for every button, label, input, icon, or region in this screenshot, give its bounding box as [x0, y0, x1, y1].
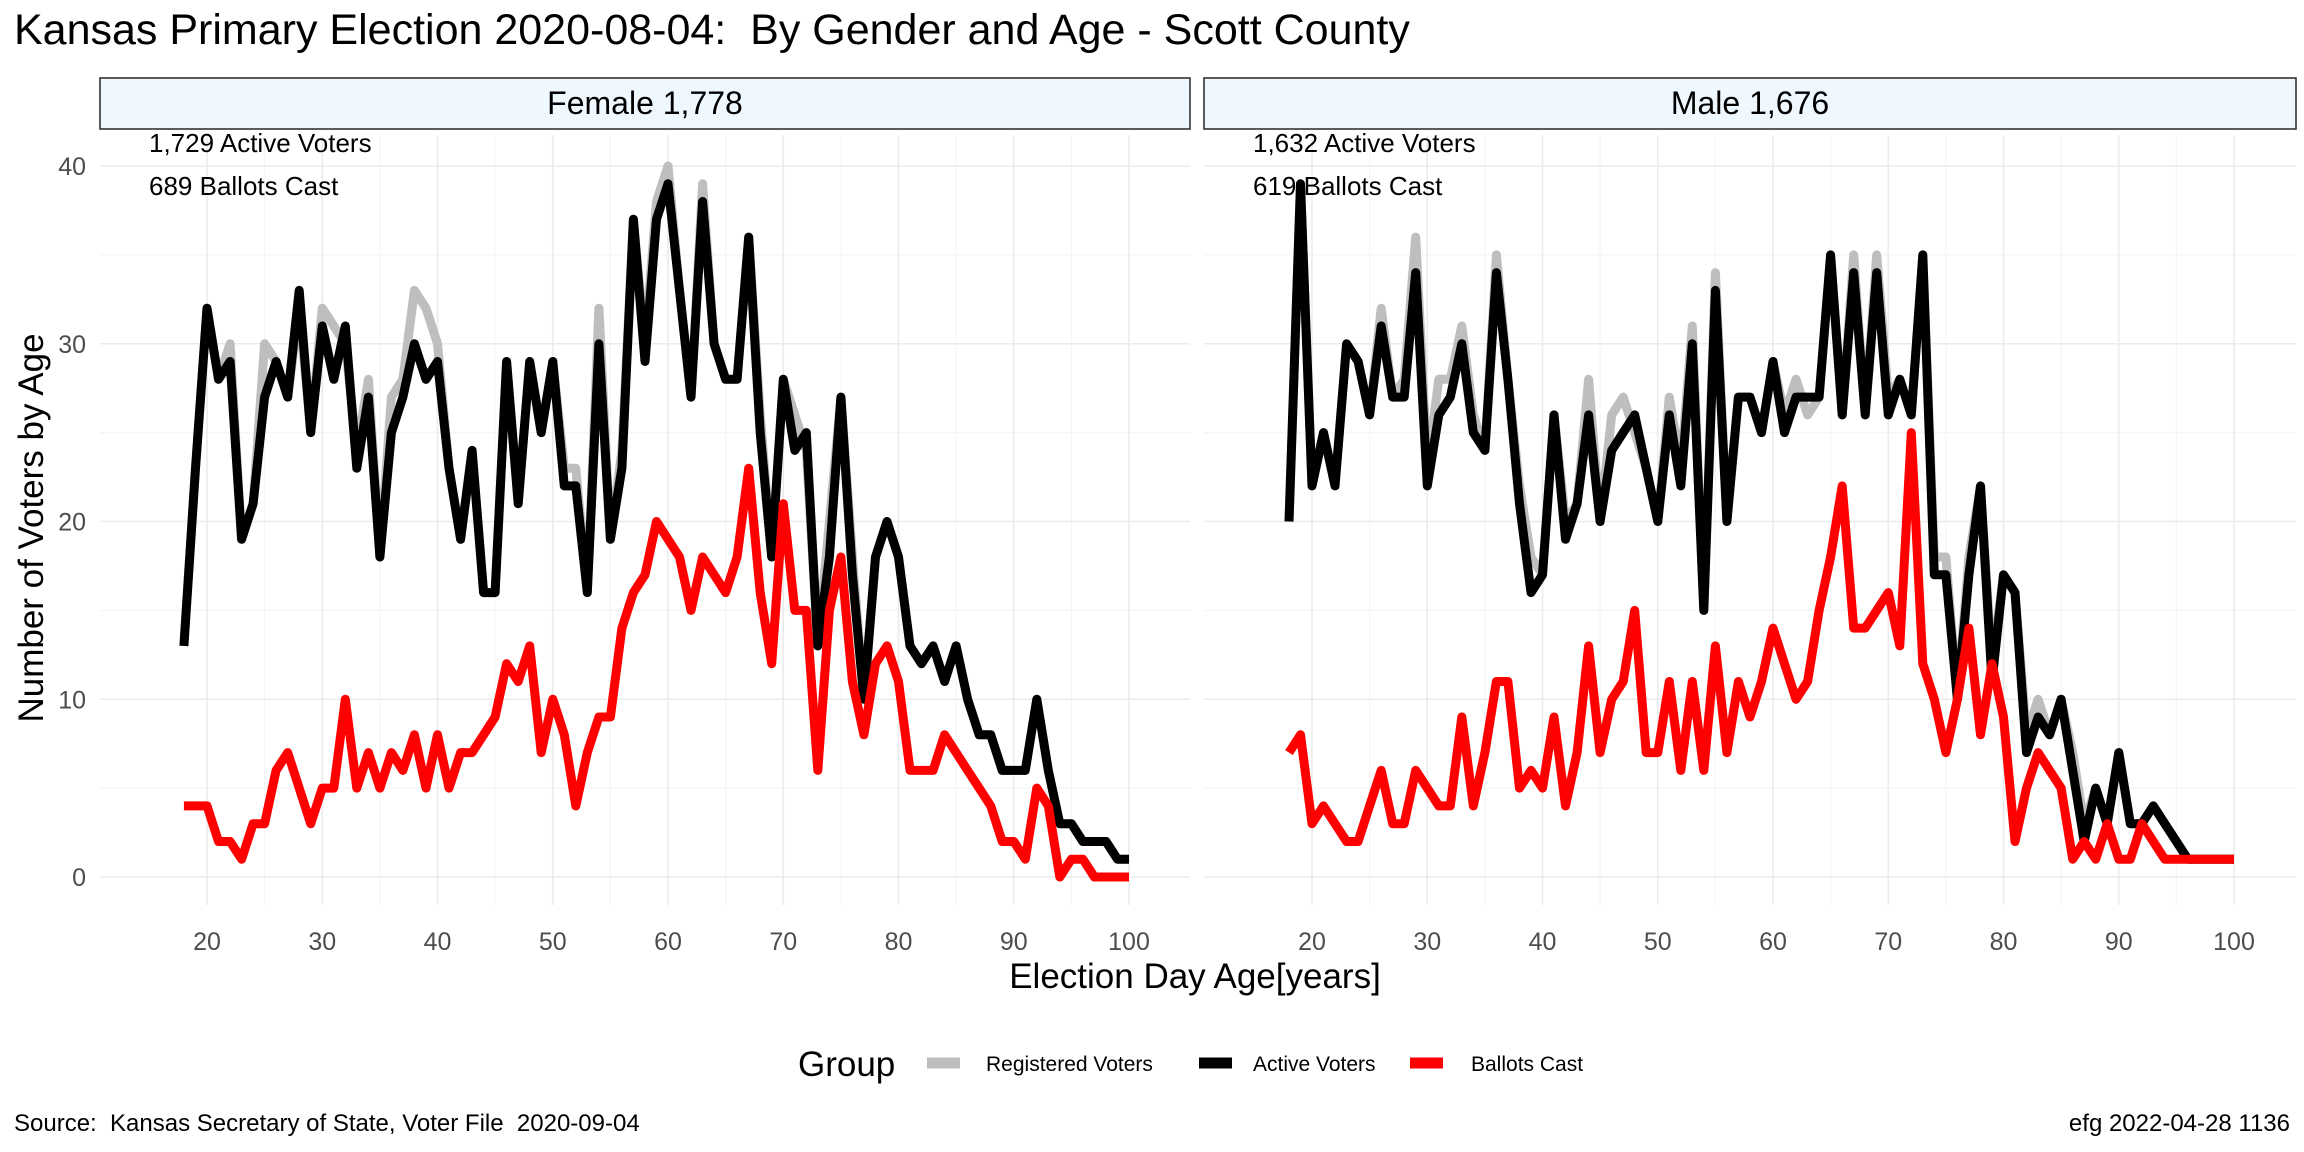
x-tick-label: 70	[769, 928, 797, 956]
x-tick-label: 70	[1874, 928, 1902, 956]
x-tick-label: 50	[539, 928, 567, 956]
x-tick-label: 40	[424, 928, 452, 956]
annotation-ballots-cast: 689 Ballots Cast	[149, 171, 339, 201]
annotation-active-voters: 1,729 Active Voters	[149, 128, 372, 158]
panel-strip	[99, 77, 1191, 130]
panel-strip-label: Female 1,778	[547, 85, 743, 121]
annotation-ballots-cast: 619 Ballots Cast	[1253, 171, 1443, 201]
female-panel: Female 1,778 1,729 Active Voters 689 Ballo…	[58, 77, 1191, 956]
x-tick-label: 40	[1529, 928, 1557, 956]
source-caption: Source: Kansas Secretary of State, Voter…	[14, 1110, 640, 1137]
x-tick-label: 30	[308, 928, 336, 956]
legend: Group Registered Voters Active Voters Ba…	[798, 1045, 1583, 1084]
panel-strip	[1203, 77, 2297, 130]
y-axis-title: Number of Voters by Age	[12, 333, 51, 722]
chart-title: Kansas Primary Election 2020-08-04: By G…	[14, 6, 1410, 54]
x-tick-label: 60	[654, 928, 682, 956]
x-tick-label: 30	[1413, 928, 1441, 956]
y-tick-label: 0	[72, 864, 86, 892]
panel-strip-label: Male 1,676	[1671, 85, 1829, 121]
timestamp-caption: efg 2022-04-28 1136	[2068, 1110, 2290, 1137]
x-tick-label: 80	[885, 928, 913, 956]
y-tick-label: 40	[58, 153, 86, 181]
y-tick-label: 10	[58, 686, 86, 714]
series-line-active	[1284, 179, 2234, 864]
x-tick-label: 60	[1759, 928, 1787, 956]
x-tick-label: 20	[193, 928, 221, 956]
x-tick-label: 50	[1644, 928, 1672, 956]
x-axis-title: Election Day Age[years]	[1009, 957, 1381, 996]
legend-label-ballots: Ballots Cast	[1471, 1053, 1583, 1076]
series-line-active	[179, 179, 1129, 864]
legend-label-registered: Registered Voters	[986, 1053, 1153, 1076]
series-line-ballots	[183, 463, 1129, 882]
x-tick-label: 90	[2105, 928, 2133, 956]
y-tick-label: 20	[58, 509, 86, 537]
y-tick-label: 30	[58, 331, 86, 359]
series-line-ballots	[1285, 428, 2234, 864]
x-tick-label: 90	[1000, 928, 1028, 956]
x-tick-label: 100	[2213, 928, 2255, 956]
x-tick-label: 20	[1298, 928, 1326, 956]
legend-label-active: Active Voters	[1253, 1053, 1376, 1076]
x-tick-label: 80	[1990, 928, 2018, 956]
annotation-active-voters: 1,632 Active Voters	[1253, 128, 1476, 158]
legend-title: Group	[798, 1045, 895, 1084]
x-tick-label: 100	[1108, 928, 1150, 956]
male-panel: Male 1,676 1,632 Active Voters 619 Ballots…	[1203, 77, 2297, 956]
